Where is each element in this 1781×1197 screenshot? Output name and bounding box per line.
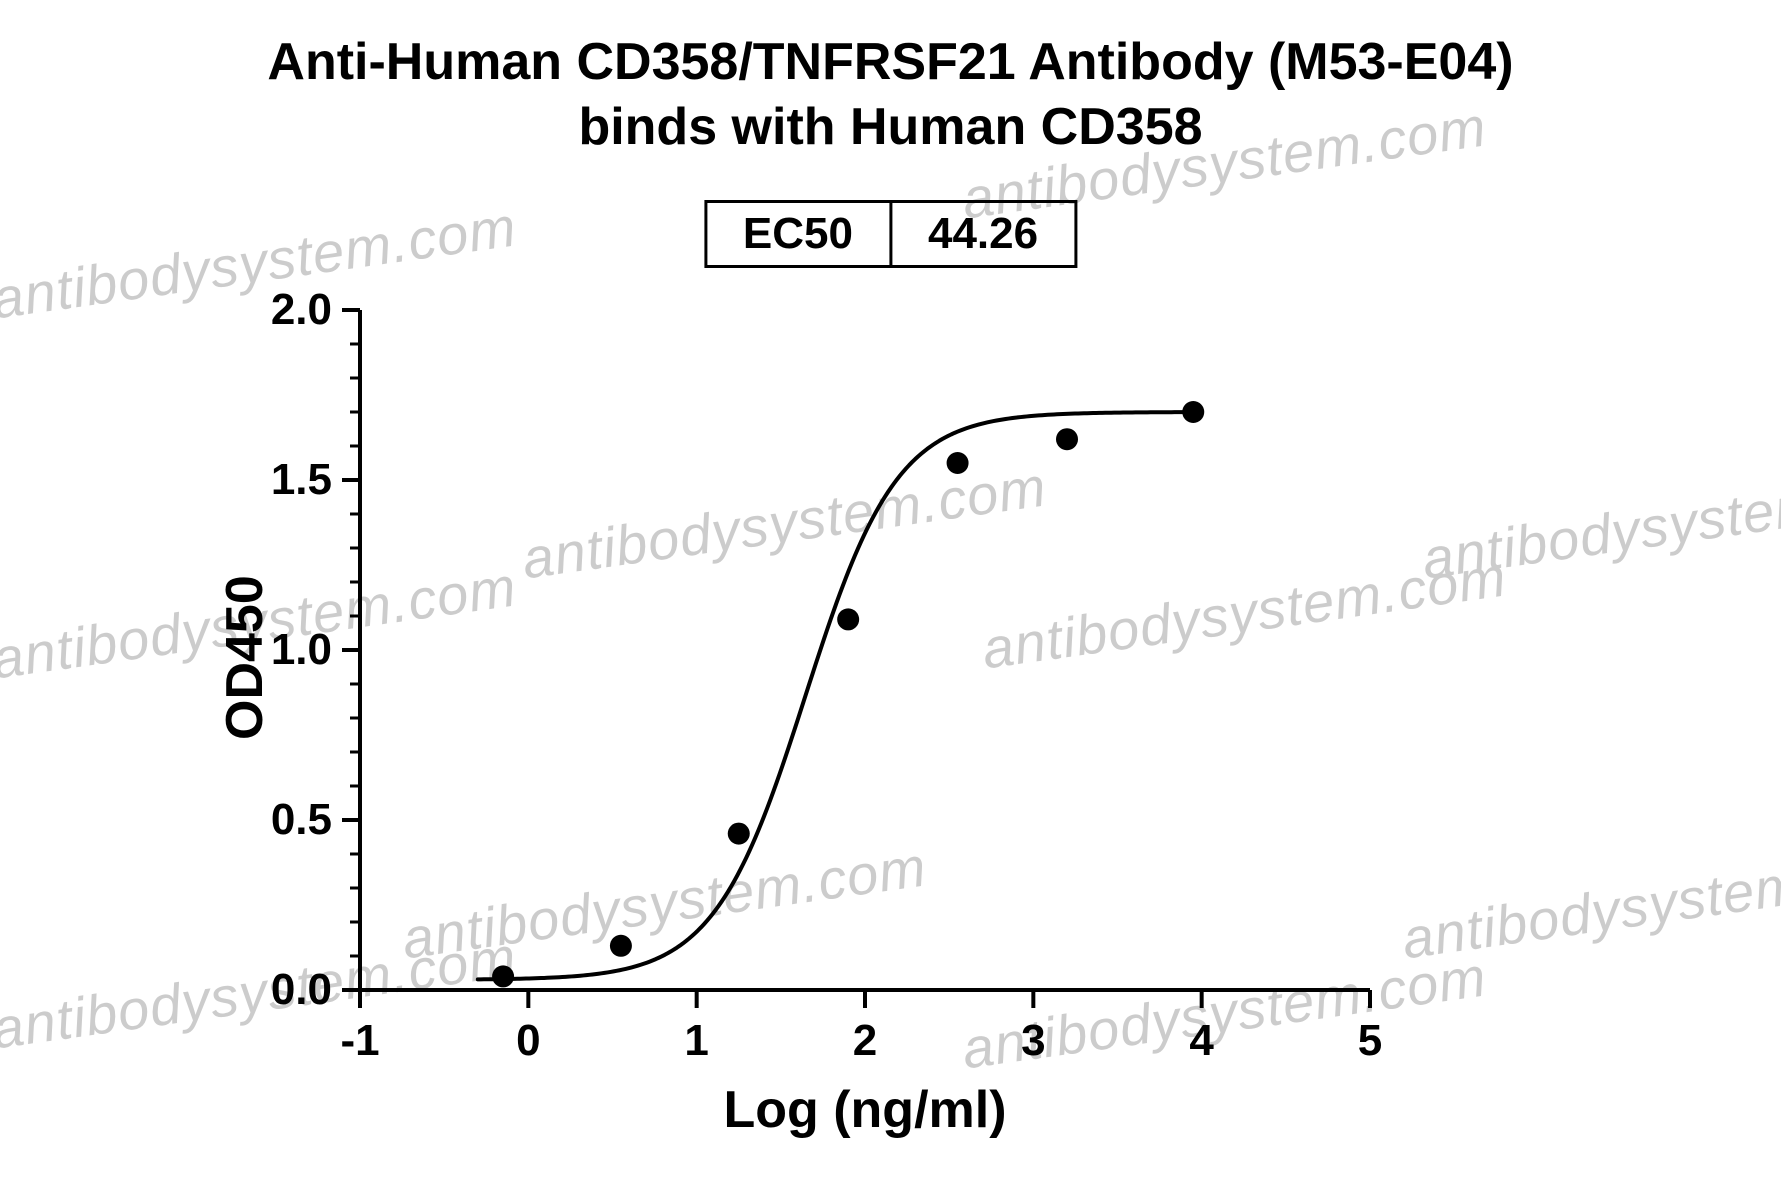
x-tick-label: 1: [667, 1016, 727, 1066]
x-tick-label: 5: [1340, 1016, 1400, 1066]
x-tick-label: 0: [498, 1016, 558, 1066]
x-tick-label: 3: [1003, 1016, 1063, 1066]
y-tick-label: 0.5: [271, 795, 332, 845]
y-tick-label: 0.0: [271, 965, 332, 1015]
x-axis-label: Log (ng/ml): [360, 1080, 1370, 1140]
y-tick-label: 1.5: [271, 455, 332, 505]
y-axis-label: OD450: [215, 575, 275, 740]
x-tick-label: 4: [1172, 1016, 1232, 1066]
y-tick-label: 1.0: [271, 625, 332, 675]
x-tick-label: -1: [330, 1016, 390, 1066]
x-tick-label: 2: [835, 1016, 895, 1066]
y-tick-label: 2.0: [271, 285, 332, 335]
